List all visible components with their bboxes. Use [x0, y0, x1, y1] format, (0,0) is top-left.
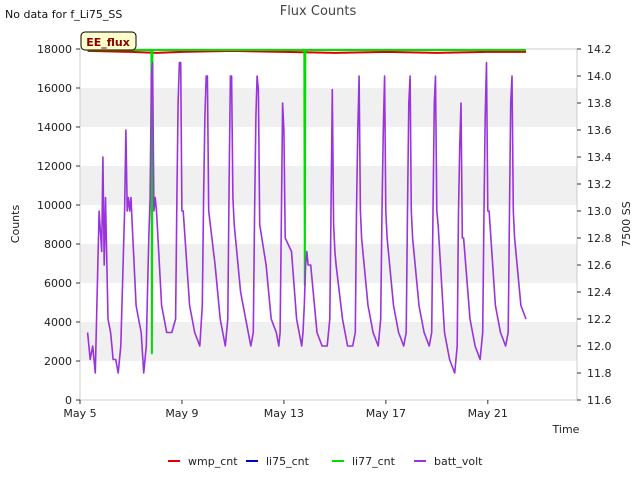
- y-tick-label: 14000: [37, 121, 72, 134]
- y-tick-label: 4000: [44, 316, 72, 329]
- x-tick-label: May 21: [468, 407, 508, 420]
- right-axis: 11.6 11.8 12.0 12.2 12.4 12.6 12.8 13.0 13.2 13.4…: [577, 43, 612, 407]
- y2-tick-label: 13.0: [587, 205, 612, 218]
- y-tick-label: 0: [65, 394, 72, 407]
- x-tick-label: May 17: [366, 407, 406, 420]
- background-bands: [80, 88, 577, 361]
- y2-axis-label: 7500 SS: [620, 201, 633, 246]
- y-tick-label: 10000: [37, 199, 72, 212]
- series-li77-cnt: [87, 49, 526, 355]
- left-axis: 0 2000 4000 6000 8000 10000 12000 14000 16000 180…: [37, 43, 80, 407]
- y2-tick-label: 13.8: [587, 97, 612, 110]
- y-tick-label: 18000: [37, 43, 72, 56]
- legend-label: batt_volt: [434, 455, 483, 468]
- y2-tick-label: 12.4: [587, 286, 612, 299]
- ee-flux-tag: EE_flux: [80, 31, 137, 51]
- band: [80, 88, 577, 127]
- y2-tick-label: 12.6: [587, 259, 612, 272]
- x-tick-label: May 9: [165, 407, 198, 420]
- y2-tick-label: 13.2: [587, 178, 612, 191]
- legend-label: wmp_cnt: [188, 455, 238, 468]
- y-tick-label: 16000: [37, 82, 72, 95]
- x-tick-label: May 5: [63, 407, 96, 420]
- series-batt-volt: [86, 61, 527, 374]
- y2-tick-label: 13.4: [587, 151, 612, 164]
- y-tick-label: 12000: [37, 160, 72, 173]
- y2-tick-label: 14.2: [587, 43, 612, 56]
- y2-tick-label: 12.8: [587, 232, 612, 245]
- legend: wmp_cnt li75_cnt li77_cnt batt_volt: [168, 455, 483, 468]
- y-tick-label: 2000: [44, 355, 72, 368]
- series-wmp-cnt: [87, 49, 526, 54]
- band: [80, 166, 577, 205]
- y2-tick-label: 11.6: [587, 394, 612, 407]
- chart-title: Flux Counts: [280, 4, 357, 19]
- series-layer: [86, 49, 527, 374]
- y2-tick-label: 12.0: [587, 340, 612, 353]
- legend-label: li77_cnt: [352, 455, 396, 468]
- y2-tick-label: 12.2: [587, 313, 612, 326]
- x-axis-label: Time: [552, 423, 580, 436]
- y-axis-label: Counts: [9, 205, 22, 244]
- x-tick-label: May 13: [264, 407, 304, 420]
- band: [80, 244, 577, 283]
- x-axis: May 5 May 9 May 13 May 17 May 21: [63, 400, 508, 420]
- no-data-note: No data for f_Li75_SS: [5, 8, 122, 21]
- y-tick-label: 8000: [44, 238, 72, 251]
- ee-flux-tag-label: EE_flux: [86, 36, 130, 49]
- y-tick-label: 6000: [44, 277, 72, 290]
- y2-tick-label: 14.0: [587, 70, 612, 83]
- ee-flux-tag-box: [80, 31, 137, 51]
- legend-label: li75_cnt: [266, 455, 310, 468]
- y2-tick-label: 13.6: [587, 124, 612, 137]
- y2-tick-label: 11.8: [587, 367, 612, 380]
